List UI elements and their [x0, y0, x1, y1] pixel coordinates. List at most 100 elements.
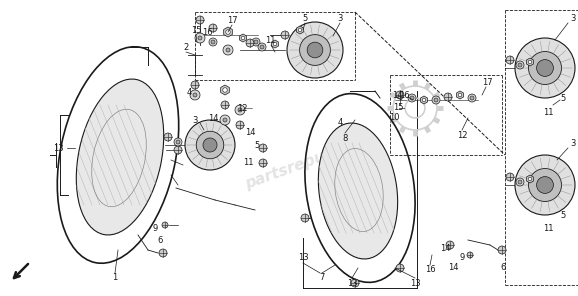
- Circle shape: [506, 56, 514, 64]
- Circle shape: [434, 98, 438, 102]
- Circle shape: [211, 40, 215, 44]
- Circle shape: [396, 91, 404, 99]
- Circle shape: [281, 31, 289, 39]
- Text: 4: 4: [187, 88, 192, 96]
- Text: 5: 5: [254, 141, 260, 149]
- Polygon shape: [421, 96, 428, 104]
- Polygon shape: [224, 27, 232, 37]
- Circle shape: [516, 61, 524, 69]
- Polygon shape: [239, 34, 246, 42]
- Text: 11: 11: [543, 107, 553, 117]
- Circle shape: [221, 101, 229, 109]
- Ellipse shape: [318, 123, 398, 259]
- Text: 10: 10: [389, 112, 399, 121]
- Text: 1: 1: [112, 274, 118, 282]
- Circle shape: [506, 173, 514, 181]
- Circle shape: [236, 121, 244, 129]
- Circle shape: [223, 45, 233, 55]
- Text: 13: 13: [347, 279, 357, 287]
- Text: 14: 14: [244, 128, 255, 136]
- Text: 8: 8: [342, 133, 348, 142]
- Text: 14: 14: [392, 91, 402, 99]
- Text: 12: 12: [457, 131, 467, 139]
- Circle shape: [241, 36, 245, 40]
- Circle shape: [190, 90, 200, 100]
- Text: 6: 6: [501, 263, 506, 273]
- Text: 11: 11: [543, 223, 553, 232]
- Circle shape: [273, 42, 277, 46]
- Circle shape: [174, 138, 182, 146]
- Text: 6: 6: [157, 236, 162, 244]
- Circle shape: [197, 131, 224, 159]
- Text: 16: 16: [202, 28, 212, 36]
- Circle shape: [209, 38, 217, 46]
- Text: 5: 5: [302, 14, 307, 22]
- Circle shape: [444, 93, 452, 101]
- Circle shape: [470, 96, 474, 100]
- Circle shape: [252, 38, 260, 46]
- Circle shape: [193, 93, 197, 97]
- Text: 16: 16: [399, 91, 409, 99]
- Circle shape: [259, 159, 267, 167]
- Circle shape: [351, 279, 359, 287]
- Circle shape: [467, 252, 473, 258]
- Circle shape: [260, 45, 264, 49]
- Circle shape: [174, 146, 182, 154]
- Circle shape: [307, 42, 323, 58]
- Text: 15: 15: [191, 25, 201, 35]
- Circle shape: [196, 16, 204, 24]
- Polygon shape: [527, 58, 533, 66]
- Circle shape: [518, 180, 522, 184]
- Circle shape: [301, 214, 309, 222]
- Circle shape: [223, 88, 227, 92]
- Text: 5: 5: [561, 210, 566, 220]
- Circle shape: [195, 33, 205, 43]
- Circle shape: [299, 35, 331, 65]
- Text: 13: 13: [298, 253, 308, 263]
- Circle shape: [287, 22, 343, 78]
- Circle shape: [246, 39, 254, 47]
- Text: 7: 7: [319, 274, 325, 282]
- Circle shape: [226, 30, 230, 34]
- Circle shape: [422, 98, 426, 102]
- Text: 14: 14: [208, 113, 218, 123]
- Circle shape: [258, 43, 266, 51]
- Text: 3: 3: [338, 14, 343, 22]
- Circle shape: [235, 105, 245, 115]
- Circle shape: [198, 36, 202, 40]
- Polygon shape: [527, 175, 533, 183]
- Text: 4: 4: [338, 118, 343, 126]
- Circle shape: [446, 241, 454, 249]
- Text: 14: 14: [440, 244, 450, 252]
- Circle shape: [220, 115, 230, 125]
- Text: 11: 11: [243, 157, 253, 166]
- Circle shape: [518, 63, 522, 67]
- Circle shape: [185, 120, 235, 170]
- Circle shape: [515, 155, 575, 215]
- Circle shape: [396, 264, 404, 272]
- Polygon shape: [457, 91, 464, 99]
- Ellipse shape: [76, 79, 164, 235]
- Circle shape: [238, 108, 242, 112]
- Text: 3: 3: [570, 14, 576, 22]
- Circle shape: [528, 60, 532, 64]
- Circle shape: [298, 28, 302, 32]
- Circle shape: [164, 133, 172, 141]
- Circle shape: [191, 81, 199, 89]
- Polygon shape: [297, 26, 303, 34]
- Circle shape: [498, 246, 506, 254]
- Text: 15: 15: [393, 102, 403, 112]
- Text: 16: 16: [425, 266, 435, 274]
- Text: 12: 12: [237, 104, 247, 112]
- Text: 13: 13: [410, 279, 420, 287]
- Circle shape: [528, 168, 561, 202]
- Circle shape: [162, 222, 168, 228]
- Polygon shape: [221, 85, 229, 95]
- Text: 9: 9: [460, 253, 465, 263]
- Circle shape: [536, 177, 553, 193]
- Text: 2: 2: [183, 43, 188, 52]
- Circle shape: [536, 59, 553, 76]
- Circle shape: [203, 138, 217, 152]
- Text: 17: 17: [481, 78, 492, 86]
- Text: 17: 17: [227, 15, 238, 25]
